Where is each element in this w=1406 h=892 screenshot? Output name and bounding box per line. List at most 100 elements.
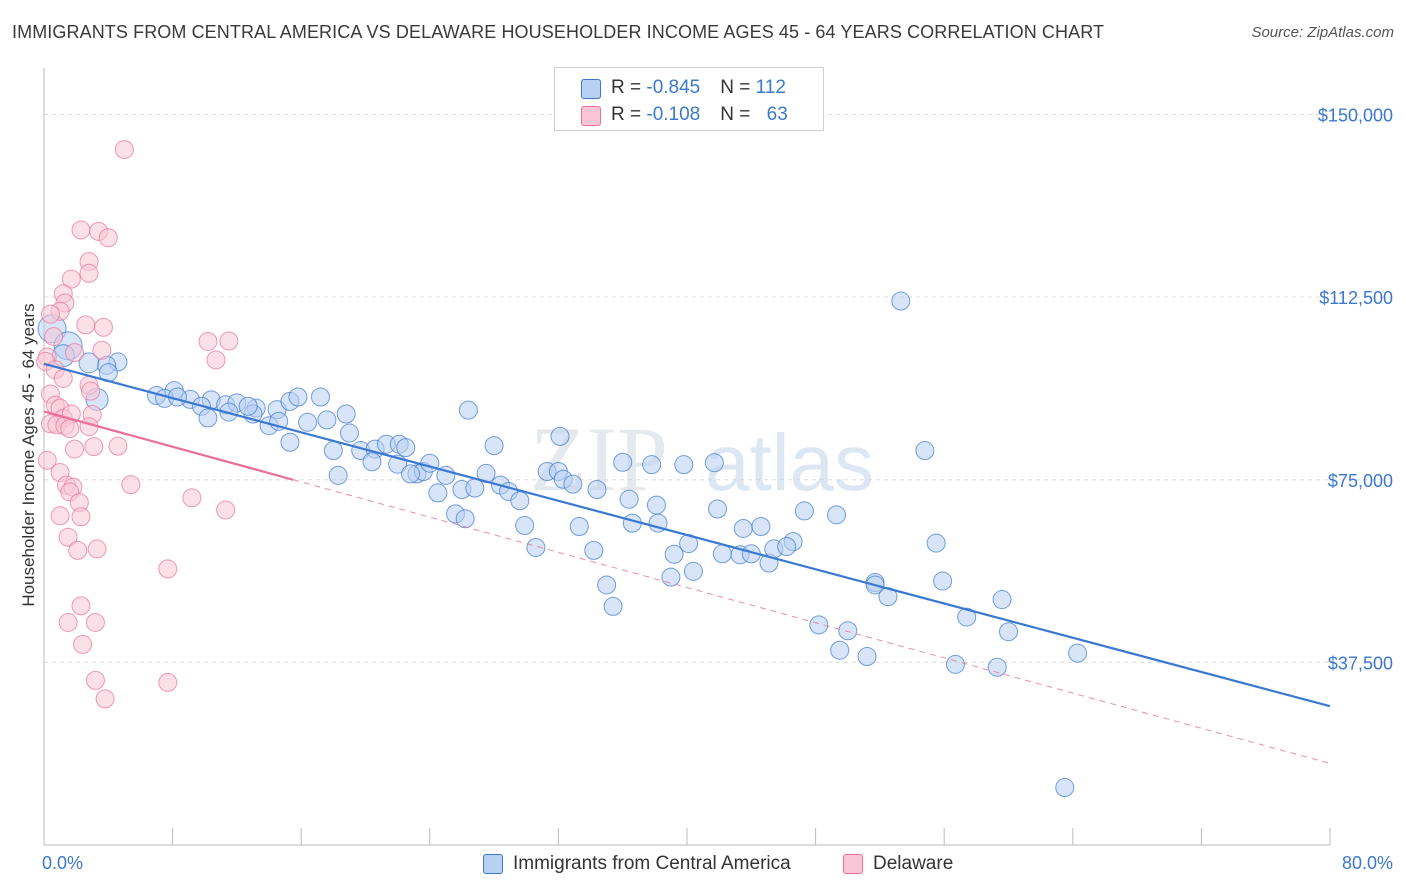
legend-r-value: -0.108 [646, 104, 701, 125]
data-point-delaware [58, 612, 78, 632]
x-tick-labels: 0.0% 80.0% [42, 853, 1393, 873]
data-point-central-america [613, 452, 633, 472]
data-point-central-america [945, 654, 965, 674]
data-point-delaware [71, 596, 91, 616]
data-point-central-america [428, 483, 448, 503]
bottom-legend-swatch-pink [843, 854, 863, 874]
data-point-central-america [664, 544, 684, 564]
data-point-central-america [999, 622, 1018, 642]
data-point-central-america [777, 536, 797, 556]
series-immigrants-central-america [37, 291, 1088, 798]
trend-lines [43, 362, 1331, 764]
data-point-delaware [53, 368, 73, 388]
data-point-delaware [93, 317, 113, 337]
data-point-central-america [280, 432, 300, 452]
data-point-delaware [84, 437, 104, 457]
data-point-central-america [455, 509, 475, 529]
data-point-central-america [915, 441, 935, 461]
data-point-central-america [526, 537, 546, 557]
data-point-delaware [81, 381, 101, 401]
data-point-central-america [957, 607, 977, 627]
data-point-central-america [733, 518, 753, 538]
data-point-delaware [95, 689, 115, 709]
data-point-central-america [751, 517, 771, 537]
data-point-central-america [619, 489, 639, 509]
data-point-central-america [987, 657, 1007, 677]
legend-n-label: N = [720, 77, 756, 98]
trend-extension-delaware [293, 479, 1331, 764]
data-point-central-america [396, 438, 416, 458]
data-point-central-america [809, 615, 829, 635]
bottom-legend-swatch-blue [483, 854, 503, 874]
data-point-central-america [642, 455, 662, 475]
data-point-central-america [510, 491, 530, 511]
data-point-central-america [712, 544, 732, 564]
legend-r-label: R = [611, 104, 647, 125]
data-point-central-america [515, 516, 535, 536]
data-point-delaware [216, 500, 236, 520]
data-point-central-america [569, 517, 589, 537]
data-point-delaware [114, 140, 134, 160]
y-tick-labels: $37,500 $75,000 $112,500 $150,000 [1318, 106, 1393, 674]
data-point-central-america [857, 647, 877, 667]
data-point-central-america [992, 590, 1012, 610]
series-delaware [36, 140, 239, 709]
data-point-central-america [465, 478, 485, 498]
y-tick-label: $112,500 [1319, 288, 1393, 308]
data-point-central-america [826, 505, 846, 525]
data-point-central-america [708, 499, 728, 519]
watermark-atlas: atlas [705, 418, 874, 507]
chart-title: IMMIGRANTS FROM CENTRAL AMERICA VS DELAW… [12, 22, 1105, 42]
gridlines [44, 114, 1394, 663]
data-point-delaware [50, 506, 70, 526]
data-point-central-america [550, 426, 570, 446]
data-point-central-america [362, 452, 382, 472]
data-point-central-america [891, 291, 911, 311]
legend-swatch-pink [581, 106, 601, 126]
data-point-central-america [317, 410, 337, 430]
data-point-delaware [73, 634, 93, 654]
data-point-delaware [198, 331, 218, 351]
data-point-delaware [71, 507, 91, 527]
data-point-central-america [1055, 778, 1075, 798]
data-point-delaware [58, 527, 78, 547]
data-point-central-america [683, 561, 703, 581]
data-point-delaware [68, 540, 88, 560]
data-point-delaware [85, 612, 105, 632]
data-point-central-america [661, 567, 681, 587]
y-tick-label: $75,000 [1328, 471, 1393, 491]
data-point-delaware [65, 343, 85, 363]
y-tick-label: $37,500 [1328, 653, 1393, 673]
data-point-central-america [298, 412, 318, 432]
data-point-central-america [603, 596, 623, 616]
data-point-delaware [92, 340, 112, 360]
data-point-delaware [37, 450, 57, 470]
data-point-central-america [401, 464, 421, 484]
data-point-delaware [206, 350, 226, 370]
data-point-delaware [121, 475, 141, 495]
data-point-delaware [108, 436, 128, 456]
data-point-delaware [71, 220, 91, 240]
data-point-central-america [198, 408, 218, 428]
data-point-central-america [336, 404, 356, 424]
legend-n-label: N = [720, 104, 756, 125]
data-point-central-america [830, 640, 850, 660]
bottom-legend-label-blue: Immigrants from Central America [513, 853, 791, 874]
legend-n-value: 63 [766, 104, 788, 125]
data-point-delaware [60, 419, 80, 439]
source-label: Source: ZipAtlas.com [1251, 24, 1394, 41]
legend-r-value: -0.845 [646, 77, 701, 98]
data-point-central-america [420, 453, 440, 473]
legend-swatch-blue [581, 79, 601, 99]
bottom-legend-label-pink: Delaware [873, 853, 954, 874]
data-point-delaware [219, 331, 239, 351]
data-point-delaware [40, 304, 60, 324]
data-point-central-america [458, 400, 478, 420]
data-point-central-america [704, 453, 724, 473]
data-point-central-america [323, 441, 343, 461]
legend-n-value: 112 [755, 77, 786, 98]
data-point-delaware [87, 539, 107, 559]
data-point-central-america [933, 571, 953, 591]
data-point-delaware [158, 672, 178, 692]
